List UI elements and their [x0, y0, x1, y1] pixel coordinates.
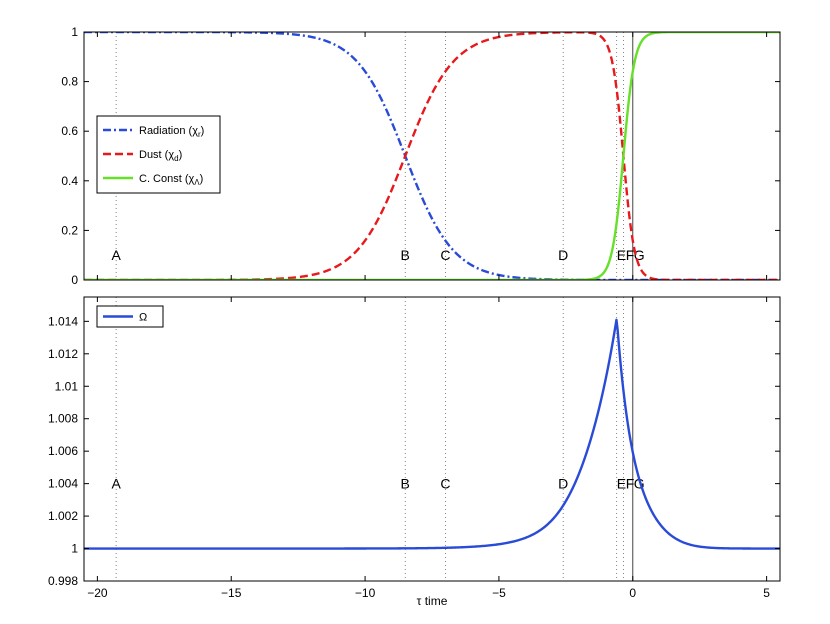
marker-label-g: G [634, 476, 645, 492]
legend-entry: Dust (χd) [139, 149, 182, 163]
x-tick-label: −20 [87, 586, 108, 600]
legend-entry: C. Const (χΛ) [139, 173, 203, 187]
y-tick-label: 0.4 [61, 174, 78, 188]
x-tick-label: 5 [763, 586, 770, 600]
y-tick-label: 1 [71, 25, 78, 39]
x-tick-label: 0 [629, 586, 636, 600]
bottom-panel: A B C D E F G −20 −15 −10 −5 0 5 0.998 1 1.002 1.004 1.00… [48, 296, 781, 600]
marker-label-e: E [617, 247, 626, 263]
marker-label-d: D [558, 476, 568, 492]
marker-label-c: C [440, 476, 450, 492]
y-tick-label: 1.002 [48, 509, 78, 523]
y-tick-label: 0.8 [61, 75, 78, 89]
y-tick-label: 0.998 [48, 574, 78, 588]
y-tick-label: 0 [71, 273, 78, 287]
y-tick-label: 1 [71, 542, 78, 556]
marker-label-b: B [401, 247, 410, 263]
x-tick-label: −15 [221, 586, 242, 600]
axes-box [83, 31, 781, 281]
top-panel: A B C D E F G 0 0.2 0.4 0.6 0.8 1 Radiation (χr) Dust … [61, 25, 781, 287]
marker-label-b: B [401, 476, 410, 492]
x-tick-label: −10 [355, 586, 376, 600]
y-tick-label: 1.012 [48, 347, 78, 361]
y-tick-label: 1.006 [48, 444, 78, 458]
marker-label-g: G [634, 247, 645, 263]
legend-entry: Ω [139, 312, 147, 324]
marker-label-e: E [617, 476, 626, 492]
y-tick-label: 1.01 [55, 379, 79, 393]
marker-label-f: F [626, 476, 635, 492]
marker-label-c: C [440, 247, 450, 263]
legend: Ω [96, 305, 164, 328]
x-tick-label: −5 [492, 586, 506, 600]
y-tick-label: 1.008 [48, 412, 78, 426]
legend-entry: Radiation (χr) [139, 125, 204, 139]
series-line-omega [84, 318, 780, 550]
x-axis-label: τ time [417, 594, 448, 608]
marker-label-f: F [626, 247, 635, 263]
axes-box [83, 296, 781, 582]
marker-label-a: A [111, 476, 121, 492]
marker-label-a: A [111, 247, 121, 263]
y-tick-label: 1.004 [48, 477, 78, 491]
legend: Radiation (χr) Dust (χd) C. Const (χΛ) [96, 115, 221, 194]
y-tick-label: 1.014 [48, 314, 78, 328]
y-tick-label: 0.6 [61, 124, 78, 138]
marker-label-d: D [558, 247, 568, 263]
y-tick-label: 0.2 [61, 223, 78, 237]
